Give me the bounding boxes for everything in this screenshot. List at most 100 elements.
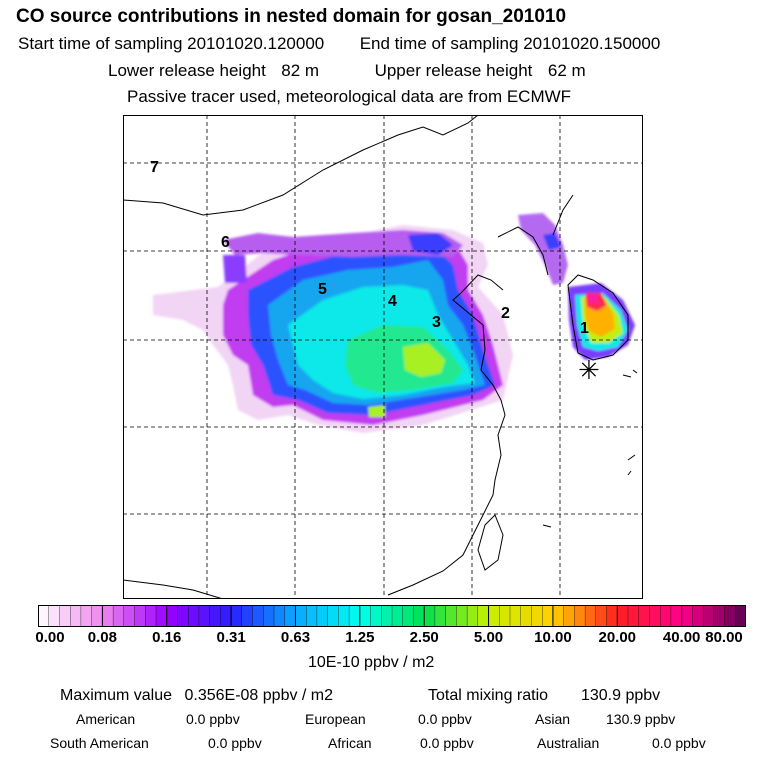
tracer-note: Passive tracer used, meteorological data… [127, 87, 572, 106]
colorbar-cell [359, 605, 372, 627]
colorbar-cell [38, 605, 50, 627]
lower-height-label: Lower release height [108, 61, 266, 80]
colorbar-cell [391, 605, 404, 627]
colorbar-cell [241, 605, 254, 627]
european-label: European [305, 711, 366, 727]
american-value: 0.0 ppbv [186, 711, 240, 727]
region-label-3: 3 [432, 314, 441, 331]
colorbar-cell [735, 605, 746, 627]
region-label-2: 2 [501, 305, 510, 322]
colorbar-cell [627, 605, 640, 627]
colorbar-cell [166, 605, 179, 627]
colorbar [38, 605, 746, 627]
colorbar-cell [702, 605, 715, 627]
colorbar-cell [413, 605, 425, 627]
plume-north-band [223, 230, 463, 257]
colorbar-cell [563, 605, 575, 627]
colorbar-cell [59, 605, 71, 627]
colorbar-cell [488, 605, 500, 627]
african-value: 0.0 ppbv [420, 735, 474, 751]
colorbar-tick-label: 5.00 [473, 629, 504, 646]
colorbar-cell [542, 605, 554, 627]
colorbar-cell [402, 605, 415, 627]
colorbar-cell [230, 605, 243, 627]
source-contribution-map: 7 6 5 4 3 2 1 ✳ [123, 115, 643, 599]
australian-label: Australian [537, 735, 600, 751]
colorbar-cell [338, 605, 350, 627]
region-label-1: 1 [580, 320, 589, 337]
end-time-value: 20101020.150000 [523, 34, 661, 53]
colorbar-cell [91, 605, 103, 627]
colorbar-cell [370, 605, 382, 627]
african-label: African [328, 735, 372, 751]
colorbar-cell [713, 605, 726, 627]
receptor-marker-icon: ✳ [578, 356, 600, 386]
plume-green [345, 325, 463, 393]
colorbar-tick-label: 0.16 [152, 629, 182, 646]
colorbar-cell [617, 605, 629, 627]
colorbar-major-ticks [101, 605, 683, 627]
colorbar-tick-label: 0.31 [216, 629, 246, 646]
region-label-7: 7 [150, 159, 159, 176]
colorbar-cell [327, 605, 339, 627]
colorbar-tick-label: 20.00 [598, 629, 637, 646]
end-time-label: End time of sampling [359, 34, 519, 53]
south-american-label: South American [50, 735, 149, 751]
figure-title: CO source contributions in nested domain… [16, 6, 567, 27]
colorbar-cell [48, 605, 61, 627]
colorbar-cell [155, 605, 168, 627]
colorbar-cell [177, 605, 189, 627]
lat-lon-grid [123, 115, 643, 599]
colorbar-cell [220, 605, 232, 627]
colorbar-cell [574, 605, 586, 627]
max-value: 0.356E-08 ppbv / m2 [184, 687, 334, 704]
colorbar-cell [520, 605, 533, 627]
colorbar-cells [38, 605, 746, 627]
total-mixing-value: 130.9 ppbv [580, 687, 661, 704]
colorbar-cell [466, 605, 479, 627]
colorbar-cell [670, 605, 683, 627]
max-value-row: Maximum value 0.356E-08 ppbv / m2 [60, 688, 333, 704]
plume-core [403, 343, 445, 377]
colorbar-cell [499, 605, 511, 627]
colorbar-cell [477, 605, 490, 627]
colorbar-tick-label: 10.00 [534, 629, 572, 646]
colorbar-cell [660, 605, 672, 627]
colorbar-cell [509, 605, 522, 627]
american-label: American [76, 711, 136, 727]
colorbar-cell [445, 605, 457, 627]
colorbar-cell [306, 605, 318, 627]
colorbar-cell [209, 605, 221, 627]
upper-height-label: Upper release height [374, 61, 533, 80]
total-mixing-label: Total mixing ratio [428, 687, 549, 704]
colorbar-cell [145, 605, 157, 627]
region-label-6: 6 [221, 234, 230, 251]
colorbar-cell [348, 605, 361, 627]
asian-label: Asian [535, 711, 571, 727]
colorbar-cell [198, 605, 211, 627]
colorbar-labels: 0.00 0.08 0.16 0.31 0.63 1.25 2.50 5.00 10.00 20.… [0, 629, 768, 649]
colorbar-cell [295, 605, 307, 627]
colorbar-cell [70, 605, 82, 627]
colorbar-cell [273, 605, 286, 627]
colorbar-cell [134, 605, 146, 627]
colorbar-tick-label: 0.08 [87, 629, 117, 646]
sampling-times: Start time of sampling 20101020.120000 E… [18, 35, 660, 52]
colorbar-tick-label: 40.00 [662, 629, 701, 646]
colorbar-cell [102, 605, 114, 627]
asian-value: 130.9 ppbv [606, 711, 676, 727]
colorbar-cell [456, 605, 468, 627]
colorbar-cell [381, 605, 393, 627]
plume-layer [153, 213, 635, 433]
colorbar-cell [252, 605, 264, 627]
colorbar-tick-label: 0.00 [35, 629, 65, 646]
colorbar-cell [692, 605, 704, 627]
european-value: 0.0 ppbv [418, 711, 472, 727]
release-heights: Lower release height 82 m Upper release … [108, 62, 586, 79]
colorbar-cell [284, 605, 297, 627]
colorbar-cell [681, 605, 693, 627]
region-label-5: 5 [318, 281, 327, 298]
colorbar-cell [316, 605, 329, 627]
colorbar-cell [638, 605, 651, 627]
colorbar-cell [595, 605, 608, 627]
